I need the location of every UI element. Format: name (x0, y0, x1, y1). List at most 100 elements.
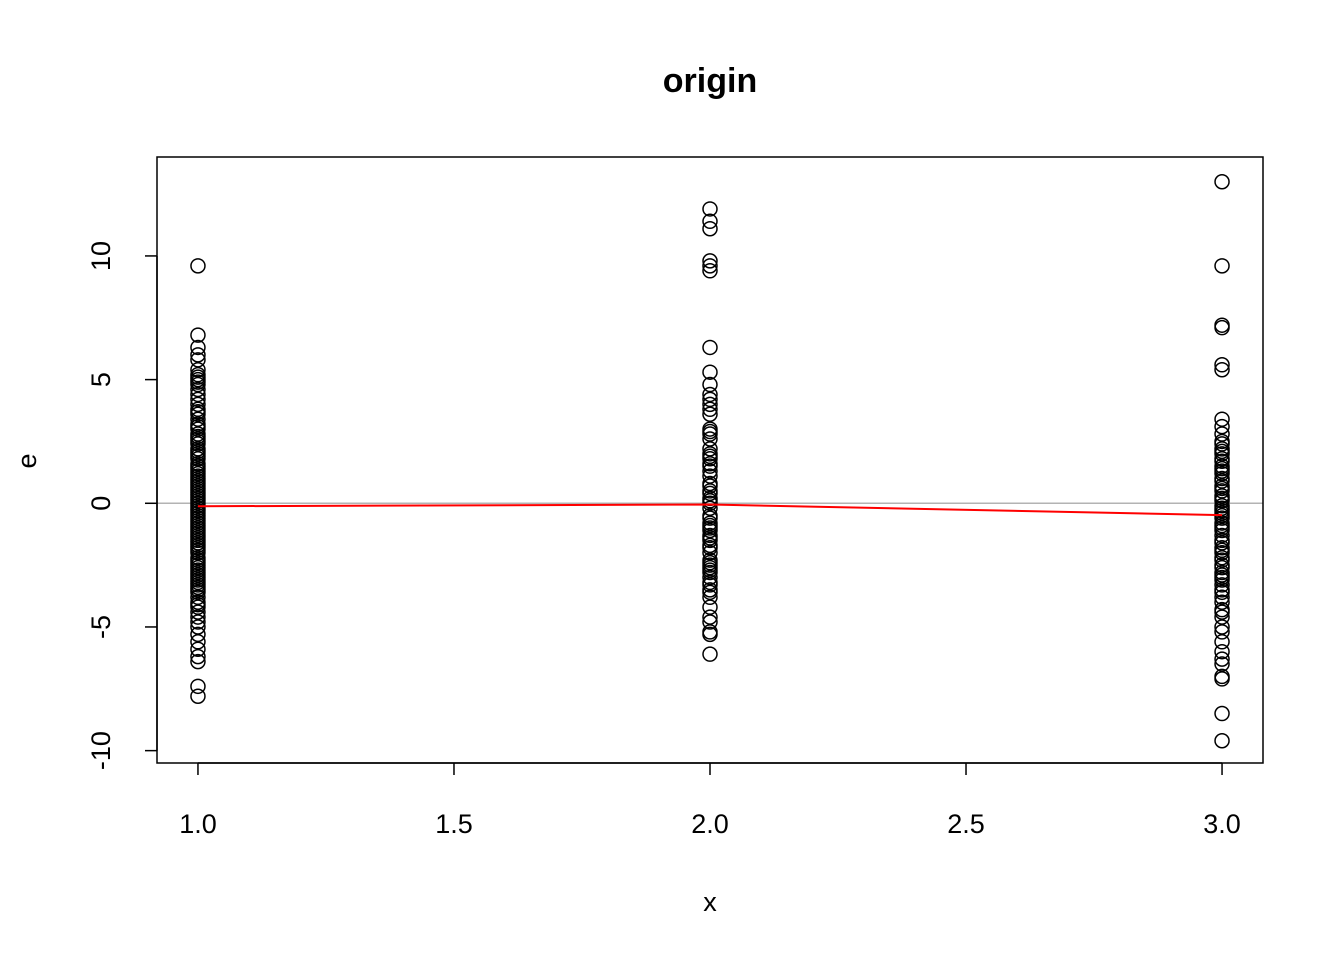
smoothed-mean-line (197, 503, 1223, 517)
data-point (1214, 584, 1230, 601)
data-point (1214, 705, 1230, 722)
data-point (702, 448, 718, 465)
data-point (190, 542, 206, 559)
data-point (702, 626, 718, 643)
data-point (1214, 500, 1230, 516)
data-point (1214, 542, 1230, 559)
data-point (702, 391, 718, 408)
data-point (190, 678, 206, 695)
data-point (702, 500, 718, 516)
x-axis-title: x (703, 887, 717, 917)
data-point (1214, 522, 1230, 539)
data-point (190, 582, 206, 598)
points-layer (190, 173, 1230, 749)
data-point (1214, 453, 1230, 469)
data-point (190, 552, 206, 568)
data-point (1214, 173, 1230, 190)
data-point (190, 339, 206, 356)
data-point (702, 517, 718, 534)
data-point (1214, 357, 1230, 373)
data-point (1214, 361, 1230, 378)
data-point (1214, 634, 1230, 650)
data-point (1214, 594, 1230, 610)
data-point (702, 263, 718, 279)
data-point (190, 609, 206, 625)
data-point (190, 532, 206, 549)
data-point (1214, 319, 1230, 336)
data-point (702, 569, 718, 586)
data-point (190, 572, 206, 588)
data-point (1214, 559, 1230, 576)
data-point (190, 641, 206, 657)
data-point (190, 507, 206, 524)
data-point (190, 448, 206, 465)
data-point (702, 396, 718, 413)
data-point (702, 339, 718, 356)
data-point (1214, 480, 1230, 497)
data-point (1214, 643, 1230, 660)
chart-title: origin (663, 62, 757, 100)
data-point (190, 361, 206, 378)
axes-layer: 1.0 1.5 2.0 2.5 3.0 -10 -5 0 5 10 (86, 241, 1241, 839)
data-point (1214, 589, 1230, 606)
data-point (190, 557, 206, 573)
data-point (190, 369, 206, 385)
data-point (702, 258, 718, 274)
data-point (702, 554, 718, 571)
data-point (190, 562, 206, 578)
data-point (1214, 443, 1230, 460)
data-point (190, 634, 206, 650)
data-point (190, 463, 206, 479)
data-point (702, 589, 718, 606)
data-point (1214, 436, 1230, 452)
data-point (702, 574, 718, 591)
data-point (190, 418, 206, 435)
data-point (1214, 572, 1230, 588)
data-point (1214, 473, 1230, 489)
data-point (702, 401, 718, 418)
data-point (190, 537, 206, 554)
data-point (190, 577, 206, 593)
data-point (190, 493, 206, 509)
data-point (702, 468, 718, 484)
data-point (190, 589, 206, 606)
data-point (190, 512, 206, 529)
data-point (190, 596, 206, 613)
x-tick-label: 2.5 (947, 809, 985, 839)
data-point (702, 646, 718, 662)
x-tick-label: 2.0 (691, 809, 729, 839)
data-point (702, 386, 718, 403)
data-point (190, 352, 206, 368)
data-point (702, 201, 718, 217)
data-point (702, 530, 718, 546)
data-point (702, 485, 718, 502)
data-point (1214, 624, 1230, 640)
data-point (190, 619, 206, 635)
data-point (190, 502, 206, 519)
data-point (190, 522, 206, 539)
data-point (190, 517, 206, 534)
plot-frame (156, 156, 1264, 764)
data-point (1214, 577, 1230, 593)
data-point (702, 599, 718, 615)
data-point (1214, 604, 1230, 620)
data-point (702, 220, 718, 237)
data-point (702, 441, 718, 457)
data-point (190, 391, 206, 408)
data-point (702, 455, 718, 472)
data-point (1214, 418, 1230, 435)
data-point (702, 522, 718, 539)
data-point (702, 213, 718, 230)
data-point (1214, 460, 1230, 477)
data-point (1214, 510, 1230, 526)
data-point (190, 604, 206, 620)
data-point (702, 609, 718, 625)
data-point (702, 463, 718, 479)
data-point (702, 510, 718, 526)
data-point (190, 443, 206, 460)
data-point (190, 347, 206, 363)
data-point (190, 626, 206, 643)
data-point (1214, 411, 1230, 427)
data-point (1214, 517, 1230, 534)
